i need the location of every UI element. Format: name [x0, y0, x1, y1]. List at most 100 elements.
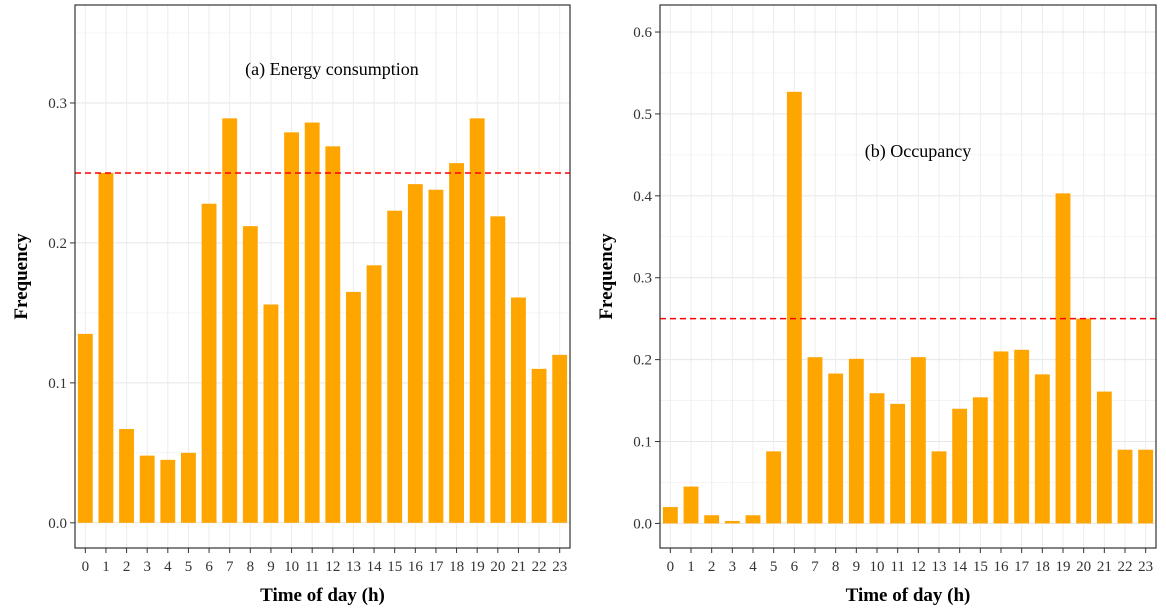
bar-hour-12 — [325, 146, 341, 523]
x-tick-label: 16 — [408, 559, 424, 575]
x-tick-label: 12 — [911, 559, 926, 575]
x-tick-label: 5 — [770, 559, 778, 575]
x-tick-label: 14 — [367, 559, 383, 575]
plot-border — [659, 4, 1157, 549]
x-tick-label: 17 — [1014, 559, 1030, 575]
bar-hour-22 — [531, 368, 547, 523]
x-axis: 0 1 2 3 4 5 6 7 8 9 10 11 12 13 14 15 16 17 18 19 20 21 22 23 — [667, 548, 1153, 575]
x-tick-label: 20 — [1076, 559, 1091, 575]
x-tick-label: 22 — [532, 559, 547, 575]
bar-hour-4 — [745, 515, 761, 524]
x-tick-label: 8 — [832, 559, 840, 575]
x-tick-label: 13 — [346, 559, 361, 575]
y-tick-label: 0.1 — [633, 435, 652, 451]
bar-hour-16 — [993, 351, 1009, 524]
x-tick-label: 0 — [667, 559, 675, 575]
bar-hour-12 — [910, 357, 926, 524]
y-tick-label: 0.2 — [633, 353, 652, 369]
x-axis: 0 1 2 3 4 5 6 7 8 9 10 11 12 13 14 15 16 17 18 19 20 21 22 23 — [82, 548, 567, 575]
bar-hour-19 — [1055, 193, 1071, 524]
bar-hour-15 — [387, 210, 403, 523]
x-tick-label: 10 — [284, 559, 299, 575]
bar-hour-17 — [1014, 349, 1030, 524]
y-axis: 0.0 0.1 0.2 0.3 — [48, 96, 75, 532]
y-axis: 0.0 0.1 0.2 0.3 0.4 0.5 0.6 — [633, 25, 660, 532]
x-tick-label: 11 — [305, 559, 319, 575]
bar-hour-3 — [139, 455, 155, 523]
bar-hour-18 — [449, 163, 464, 523]
bar-hour-0 — [662, 507, 678, 524]
x-tick-label: 1 — [102, 559, 110, 575]
bar-hour-5 — [181, 452, 196, 523]
x-axis-title: Time of day (h) — [260, 585, 385, 606]
x-tick-label: 19 — [470, 559, 485, 575]
bar-hour-21 — [1096, 391, 1112, 524]
bar-hour-16 — [407, 184, 423, 523]
x-tick-label: 0 — [82, 559, 90, 575]
bar-hour-18 — [1034, 374, 1050, 524]
x-tick-label: 22 — [1118, 559, 1133, 575]
bar-hour-19 — [469, 118, 485, 523]
x-tick-label: 4 — [749, 559, 757, 575]
x-tick-label: 6 — [205, 559, 213, 575]
x-tick-label: 12 — [325, 559, 340, 575]
panel-annotation: (a) Energy consumption — [245, 59, 419, 80]
bar-hour-20 — [490, 216, 506, 523]
x-tick-label: 11 — [890, 559, 904, 575]
bar-hour-1 — [683, 486, 699, 524]
occupancy-panel: 0.00.10.20.30.40.50.60 1 2 3 4 5 6 7 8 9 10 11 12 13 1… — [596, 4, 1157, 606]
bar-hour-13 — [931, 451, 947, 524]
x-tick-label: 2 — [708, 559, 716, 575]
bar-hour-11 — [304, 122, 320, 523]
x-tick-label: 23 — [552, 559, 567, 575]
bar-hour-1 — [98, 172, 114, 523]
x-tick-label: 19 — [1056, 559, 1071, 575]
x-tick-label: 9 — [267, 559, 275, 575]
x-tick-label: 6 — [791, 559, 799, 575]
bar-hour-21 — [511, 297, 526, 523]
y-tick-label: 0.1 — [48, 376, 67, 392]
x-tick-label: 7 — [226, 559, 234, 575]
plot-border — [74, 4, 571, 549]
x-axis-title: Time of day (h) — [846, 585, 971, 606]
x-tick-label: 13 — [932, 559, 947, 575]
bar-hour-11 — [890, 403, 906, 524]
x-tick-label: 10 — [870, 559, 885, 575]
bar-hour-9 — [263, 304, 279, 523]
x-tick-label: 14 — [952, 559, 968, 575]
bar-hour-10 — [284, 132, 299, 523]
y-axis-title: Frequency — [11, 233, 32, 320]
x-tick-label: 4 — [164, 559, 172, 575]
x-tick-label: 1 — [687, 559, 695, 575]
bar-hour-7 — [807, 357, 823, 524]
bar-hour-2 — [119, 429, 134, 523]
bars — [77, 118, 568, 523]
x-tick-label: 20 — [490, 559, 505, 575]
bar-hour-8 — [828, 373, 844, 524]
x-tick-label: 7 — [811, 559, 819, 575]
bar-hour-6 — [201, 203, 217, 523]
x-tick-label: 17 — [428, 559, 444, 575]
y-tick-label: 0.0 — [48, 516, 67, 532]
bar-hour-22 — [1117, 449, 1133, 524]
x-tick-label: 3 — [143, 559, 151, 575]
x-tick-label: 2 — [123, 559, 131, 575]
bar-hour-23 — [552, 354, 568, 523]
y-tick-label: 0.5 — [633, 107, 652, 123]
bar-hour-2 — [704, 515, 720, 524]
x-tick-label: 21 — [511, 559, 526, 575]
y-tick-label: 0.3 — [48, 96, 67, 112]
bar-hour-15 — [972, 397, 988, 524]
x-tick-label: 15 — [387, 559, 402, 575]
bar-hour-3 — [724, 520, 740, 524]
bar-hour-9 — [848, 358, 864, 524]
bar-hour-8 — [242, 226, 258, 523]
x-tick-label: 18 — [449, 559, 464, 575]
y-axis-title: Frequency — [596, 233, 617, 320]
bar-hour-7 — [222, 118, 238, 523]
y-tick-label: 0.2 — [48, 236, 67, 252]
bar-hour-10 — [869, 393, 885, 524]
x-tick-label: 18 — [1035, 559, 1050, 575]
bar-hour-14 — [366, 265, 382, 523]
